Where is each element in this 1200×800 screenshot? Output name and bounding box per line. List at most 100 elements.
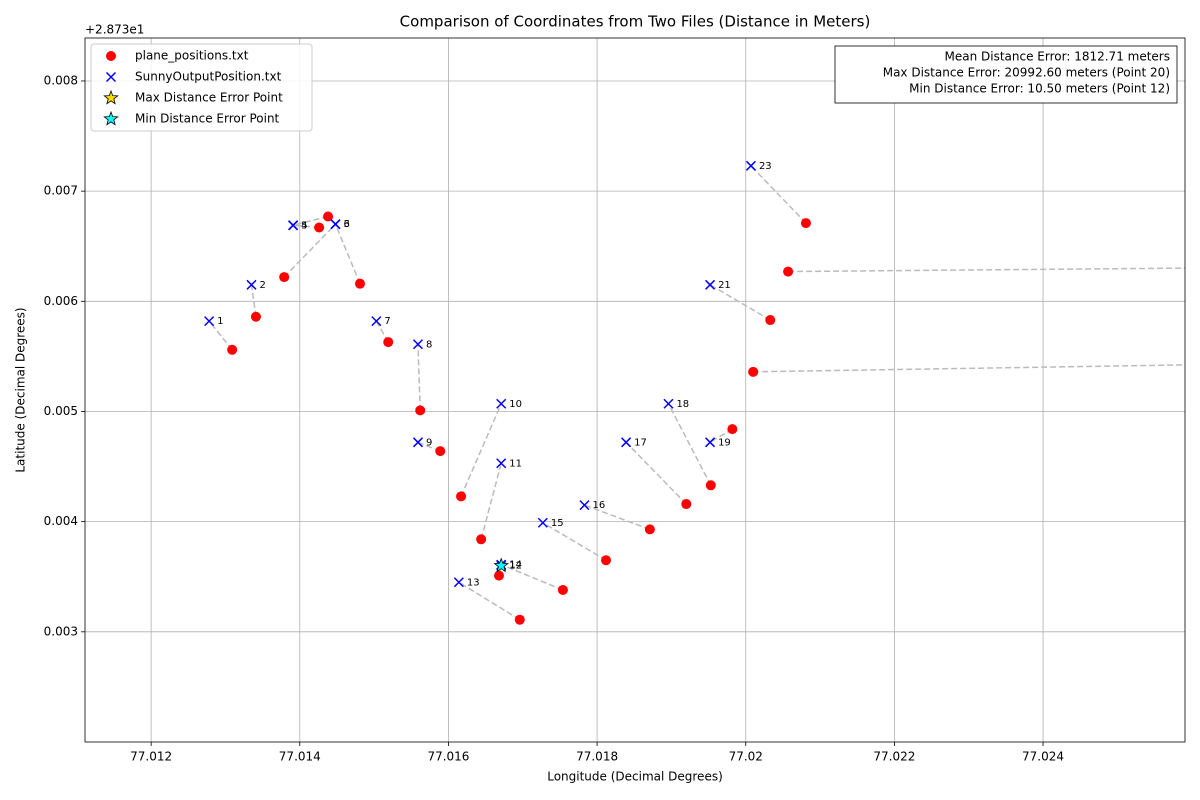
y-tick-label: 0.003: [44, 624, 78, 638]
point-label: 17: [634, 437, 647, 448]
connector: [750, 165, 807, 224]
point-label: 10: [509, 399, 522, 410]
y-tick-label: 0.007: [44, 184, 78, 198]
y-tick-label: 0.004: [44, 514, 78, 528]
point-label: 16: [592, 500, 605, 511]
x-tick-label: 77.018: [576, 750, 618, 764]
point: [514, 614, 525, 625]
connector: [625, 441, 687, 505]
connector: [480, 463, 502, 540]
point-label: 8: [426, 339, 432, 350]
point: [681, 499, 692, 510]
point: [663, 398, 674, 409]
point-label: 5: [301, 220, 307, 231]
point: [371, 316, 382, 327]
point: [415, 405, 426, 416]
point-label: 1: [217, 316, 223, 327]
y-offset-label: +2.873e1: [85, 23, 144, 37]
connector: [283, 223, 337, 278]
x-tick-label: 77.016: [427, 750, 469, 764]
x-axis-label: Longitude (Decimal Degrees): [547, 770, 723, 784]
connector: [458, 581, 521, 621]
point: [279, 272, 290, 283]
legend-marker: [103, 110, 119, 126]
point-label: 7: [384, 316, 390, 327]
point: [204, 316, 215, 327]
axes-frame: [84, 37, 1186, 743]
point: [765, 315, 776, 326]
point-label: 9: [426, 437, 432, 448]
legend-label: plane_positions.txt: [135, 49, 249, 63]
point-label: 11: [509, 458, 522, 469]
point: [250, 311, 261, 322]
point-label: 3: [343, 219, 349, 230]
connector: [417, 344, 421, 411]
point-label: 18: [676, 399, 689, 410]
point: [557, 584, 568, 595]
connector: [292, 215, 329, 227]
point: [496, 398, 507, 409]
chart-title: Comparison of Coordinates from Two Files…: [400, 13, 871, 31]
point-label: 14: [509, 560, 522, 571]
connector: [500, 563, 564, 591]
x-tick-label: 77.022: [873, 750, 915, 764]
legend-label: Min Distance Error Point: [135, 112, 280, 126]
point: [330, 219, 341, 230]
y-tick-label: 0.008: [44, 73, 78, 87]
point-label: 15: [551, 518, 564, 529]
point: [227, 344, 238, 355]
point: [783, 266, 794, 277]
connector: [250, 284, 257, 317]
grid: 77.012 77.014 77.016 77.018 77.02 77.022 77.02…: [44, 38, 1185, 764]
point: [355, 278, 365, 289]
point: [748, 366, 759, 377]
plot-area: 1234567891011121314151617181920212223: [204, 160, 1185, 625]
legend-marker: [106, 51, 116, 61]
annotation-line: Mean Distance Error: 1812.71 meters: [945, 50, 1170, 64]
point: [453, 577, 464, 588]
point: [323, 211, 334, 222]
point: [412, 437, 424, 448]
point: [537, 517, 548, 528]
connector: [709, 284, 771, 321]
annotation: Mean Distance Error: 1812.71 meters Max D…: [834, 45, 1178, 104]
legend-label: Max Distance Error Point: [135, 91, 283, 105]
connector: [334, 223, 361, 284]
legend-label: SunnyOutputPosition.txt: [135, 70, 282, 84]
point-label: 6: [343, 219, 349, 230]
point: [435, 446, 446, 457]
connector: [460, 403, 502, 497]
point-label: 21: [718, 280, 731, 291]
y-tick-label: 0.005: [44, 404, 78, 418]
connector: [584, 504, 651, 531]
legend-marker: [105, 71, 117, 83]
legend-marker: [103, 89, 119, 105]
point: [496, 458, 507, 469]
point: [476, 534, 487, 545]
point: [601, 555, 612, 566]
connector: [542, 522, 607, 561]
point-label: 2: [259, 280, 265, 291]
point: [412, 339, 424, 350]
legend: plane_positions.txt SunnyOutputPosition.t…: [90, 43, 313, 132]
point: [579, 500, 590, 511]
point: [727, 424, 738, 435]
point: [493, 557, 509, 573]
x-tick-label: 77.02: [729, 750, 763, 764]
point: [288, 220, 299, 231]
point: [644, 524, 655, 535]
y-tick-label: 0.006: [44, 294, 78, 308]
point: [314, 222, 325, 233]
point: [621, 437, 632, 448]
point-label: 19: [718, 437, 731, 448]
annotation-box: [834, 45, 1178, 104]
point: [745, 160, 756, 171]
legend-box: [90, 43, 313, 132]
point: [456, 491, 467, 502]
point-label: 23: [759, 161, 772, 172]
x-tick-label: 77.024: [1022, 750, 1064, 764]
point: [705, 480, 716, 491]
x-tick-label: 77.014: [279, 750, 321, 764]
